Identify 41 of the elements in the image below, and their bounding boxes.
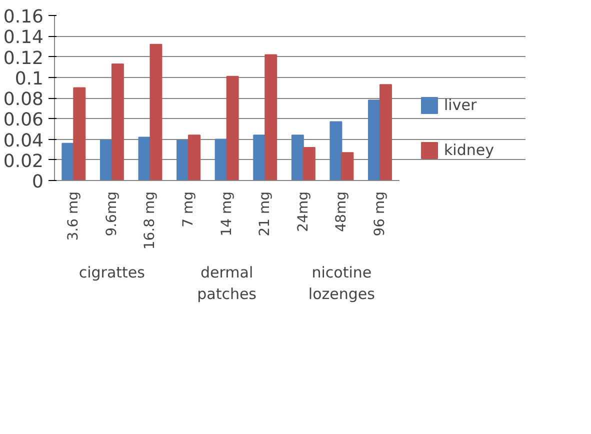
y-tick-label: 0.04 [3, 130, 44, 152]
bar [100, 140, 112, 180]
y-tick-label: 0.06 [3, 110, 44, 131]
bar [111, 63, 124, 180]
bar [188, 134, 201, 180]
legend-label: kidney [444, 141, 494, 159]
x-tick-label: 7 mg [180, 191, 197, 228]
bar [176, 140, 190, 180]
y-tick-label: 0.08 [3, 89, 44, 110]
bar [226, 76, 239, 180]
bar [150, 44, 162, 180]
bar [138, 136, 151, 180]
y-tick-label: 0.1 [14, 68, 44, 90]
bar [291, 134, 304, 180]
bar [330, 121, 342, 180]
text: cigrattes [78, 264, 146, 282]
x-tick-label: 48mg [334, 191, 350, 232]
bar [253, 134, 266, 180]
bar [73, 87, 86, 180]
x-tick-label: 3.6 mg [66, 191, 82, 241]
bar [341, 152, 354, 180]
y-tick-label: 0.12 [3, 48, 44, 69]
text: dermal patches [197, 264, 257, 304]
x-tick-label: 14 mg [218, 191, 235, 236]
x-tick-label: 16.8 mg [142, 191, 158, 250]
y-tick-label: 0.02 [3, 150, 44, 172]
text: nicotine lozenges [308, 264, 376, 304]
legend-label: liver [444, 96, 477, 114]
bar [302, 147, 316, 180]
bar [379, 84, 392, 180]
bar [264, 54, 278, 180]
bar [368, 100, 380, 180]
x-tick-label: 21 mg [257, 191, 274, 236]
bar [214, 138, 228, 180]
x-tick-label: 24mg [295, 191, 312, 232]
y-tick-label: 0.14 [3, 27, 44, 48]
x-tick-label: 96 mg [372, 191, 388, 236]
y-tick-label: 0 [32, 172, 44, 192]
bar [62, 142, 74, 180]
x-tick-label: 9.6mg [104, 191, 120, 236]
y-tick-label: 0.16 [3, 6, 44, 28]
